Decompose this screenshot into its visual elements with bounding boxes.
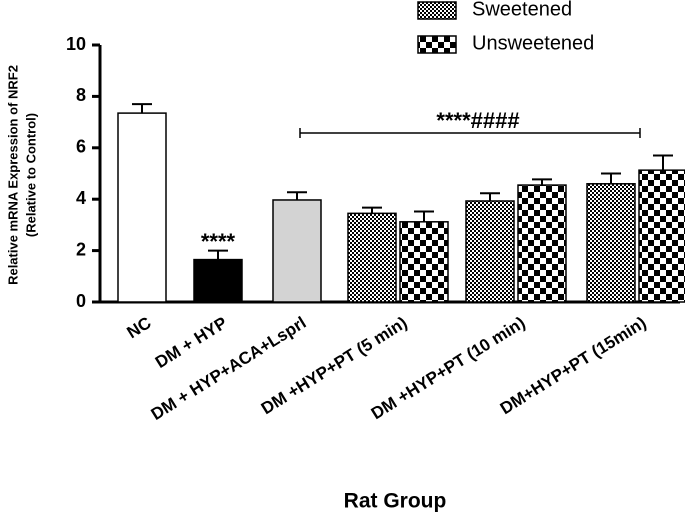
- y-tick-label: 8: [76, 85, 86, 105]
- bar: [347, 212, 397, 303]
- legend-swatch: [417, 35, 457, 54]
- bar: [272, 199, 322, 303]
- bar: [117, 112, 167, 303]
- bar: [399, 221, 449, 303]
- y-axis-label: (Relative to Control): [23, 113, 38, 237]
- bar: [638, 169, 685, 303]
- legend-label: Sweetened: [472, 0, 572, 20]
- bar: [517, 184, 567, 303]
- annotation: ****: [201, 229, 236, 254]
- bar: [586, 183, 636, 303]
- y-tick-label: 2: [76, 239, 86, 259]
- y-tick-label: 6: [76, 137, 86, 157]
- x-tick-label: NC: [124, 313, 155, 342]
- y-tick-label: 0: [76, 291, 86, 311]
- legend-swatch: [417, 1, 457, 20]
- bar: [465, 200, 515, 303]
- annotation: ****####: [436, 108, 519, 133]
- y-tick-label: 4: [76, 188, 86, 208]
- y-axis-label: Relative mRNA Expression of NRF2: [5, 65, 20, 285]
- bar: [193, 258, 243, 303]
- y-tick-label: 10: [66, 34, 86, 54]
- legend-label: Unsweetened: [472, 32, 594, 54]
- x-axis-label: Rat Group: [344, 490, 447, 513]
